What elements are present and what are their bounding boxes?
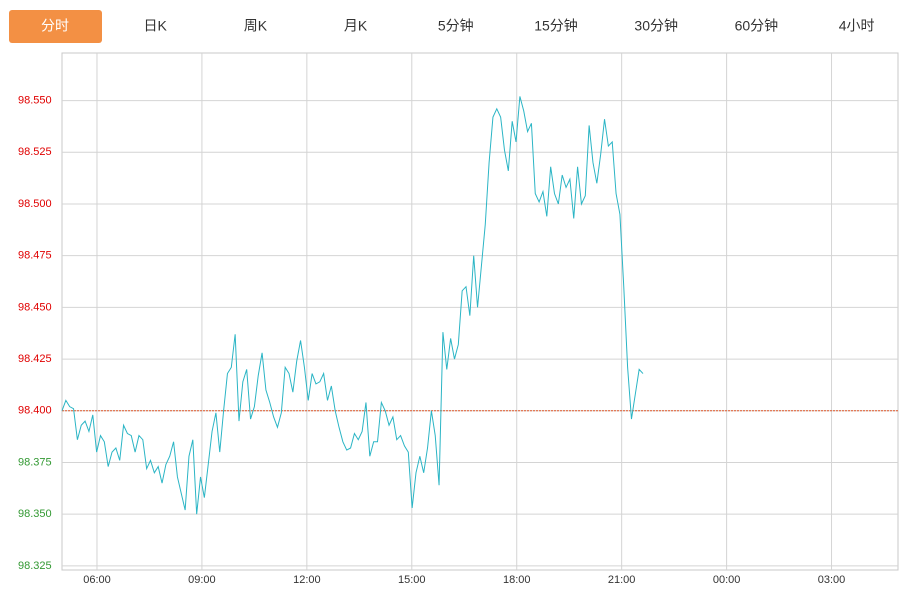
x-tick-label: 03:00 — [818, 574, 846, 586]
y-tick-label: 98.500 — [18, 198, 52, 210]
price-line — [61, 96, 644, 515]
tab[interactable]: 60分钟 — [735, 18, 779, 34]
y-tick-label: 98.525 — [18, 146, 52, 158]
y-tick-label: 98.325 — [18, 560, 52, 572]
y-tick-label: 98.425 — [18, 353, 52, 365]
tab[interactable]: 4小时 — [839, 18, 875, 34]
plot-frame — [61, 52, 899, 571]
x-tick-label: 15:00 — [398, 574, 426, 586]
x-tick-label: 00:00 — [713, 574, 741, 586]
y-tick-label: 98.375 — [18, 456, 52, 468]
y-tick-label: 98.550 — [18, 94, 52, 106]
y-tick-label: 98.450 — [18, 301, 52, 313]
tab-bar: 分时 日K 周K 月K 5分钟 15分钟 30分钟 60分钟 4小时 — [9, 10, 874, 43]
y-tick-label: 98.400 — [18, 405, 52, 417]
tab[interactable]: 5分钟 — [438, 18, 474, 34]
tab[interactable]: 周K — [244, 18, 268, 34]
active-tab-bg[interactable] — [9, 10, 102, 43]
tab[interactable]: 15分钟 — [534, 18, 578, 34]
tab[interactable]: 分时 — [41, 18, 69, 34]
x-tick-label: 09:00 — [188, 574, 216, 586]
tab[interactable]: 月K — [344, 18, 368, 34]
x-tick-label: 21:00 — [608, 574, 636, 586]
tab[interactable]: 日K — [144, 18, 168, 34]
x-tick-label: 06:00 — [83, 574, 111, 586]
x-tick-label: 12:00 — [293, 574, 321, 586]
y-tick-label: 98.475 — [18, 250, 52, 262]
x-tick-label: 18:00 — [503, 574, 531, 586]
tab[interactable]: 30分钟 — [634, 18, 678, 34]
y-tick-label: 98.350 — [18, 508, 52, 520]
